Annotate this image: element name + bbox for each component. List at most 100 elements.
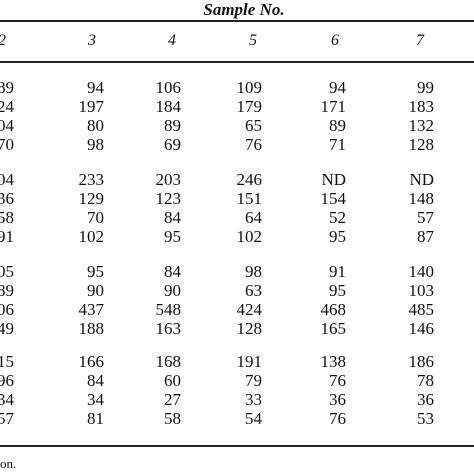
table-cell: 90 (87, 281, 104, 300)
column-header: 7 (416, 32, 424, 49)
table-cell: 166 (78, 352, 105, 371)
column-header: 4 (168, 32, 176, 49)
table-cell: 98 (87, 135, 104, 154)
table-cell: 128 (408, 135, 435, 154)
table-cell: 80 (87, 116, 104, 135)
table-cell: 89 (329, 116, 346, 135)
table-cell: 246 (236, 170, 263, 189)
table-cell: 188 (78, 319, 105, 338)
table-cell: 89 (0, 78, 14, 97)
table-cell: 15 (0, 352, 14, 371)
table-cell: 184 (155, 97, 182, 116)
table-cell: 106 (155, 78, 182, 97)
table-cell: 99 (417, 78, 434, 97)
table-cell: 140 (408, 262, 435, 281)
table-cell: 132 (408, 116, 435, 135)
table-cell: 191 (236, 352, 263, 371)
table-cell: 168 (155, 352, 182, 371)
table-cell: 129 (78, 189, 105, 208)
table-cell: 65 (245, 116, 262, 135)
table-cell: 33 (245, 390, 262, 409)
table-cell: 36 (329, 390, 346, 409)
table-cell: 165 (320, 319, 347, 338)
table-cell: ND (409, 170, 434, 189)
table-cell: 424 (236, 300, 263, 319)
column-header: 6 (331, 32, 339, 49)
table-title: Sample No. (203, 0, 285, 19)
column-header: 3 (88, 32, 96, 49)
table-cell: 95 (164, 227, 181, 246)
bottom-rule (0, 445, 474, 447)
table-cell: 58 (164, 409, 181, 428)
table-cell: 05 (0, 262, 14, 281)
table-cell: 91 (329, 262, 346, 281)
column-header: 5 (249, 32, 257, 49)
table-cell: 70 (87, 208, 104, 227)
table-cell: 102 (78, 227, 105, 246)
table-cell: 84 (87, 371, 104, 390)
table-cell: 49 (0, 319, 14, 338)
table-cell: 89 (164, 116, 181, 135)
table-cell: 163 (155, 319, 182, 338)
table-cell: 138 (320, 352, 347, 371)
table-cell: 64 (245, 208, 262, 227)
table-cell: 179 (236, 97, 263, 116)
table-cell: 171 (320, 97, 347, 116)
table-cell: 04 (0, 116, 14, 135)
table-cell: 154 (320, 189, 347, 208)
table-cell: 89 (0, 281, 14, 300)
table-cell: 95 (87, 262, 104, 281)
table-cell: 79 (245, 371, 262, 390)
table-cell: 128 (236, 319, 263, 338)
table-cell: 151 (236, 189, 263, 208)
header-rule (0, 61, 474, 63)
table-cell: 84 (164, 262, 181, 281)
table-cell: 95 (329, 227, 346, 246)
table-cell: 102 (236, 227, 263, 246)
table-cell: 54 (245, 409, 262, 428)
table-cell: 57 (417, 208, 434, 227)
top-rule (0, 20, 474, 22)
table-cell: 24 (0, 97, 14, 116)
table-cell: 186 (408, 352, 435, 371)
table-cell: 36 (417, 390, 434, 409)
table-cell: 103 (408, 281, 435, 300)
table-cell: 437 (78, 300, 105, 319)
table-cell: 27 (164, 390, 181, 409)
table-cell: 485 (408, 300, 435, 319)
table-cell: 34 (0, 390, 14, 409)
table-cell: 04 (0, 170, 14, 189)
table-cell: 76 (329, 371, 346, 390)
table-cell: 197 (78, 97, 105, 116)
column-header: 2 (0, 32, 6, 50)
table-cell: 233 (78, 170, 105, 189)
table-cell: 52 (329, 208, 346, 227)
table-cell: 76 (245, 135, 262, 154)
table-cell: 58 (0, 208, 14, 227)
table-cell: 183 (408, 97, 435, 116)
table-cell: 468 (320, 300, 347, 319)
table-cell: 98 (245, 262, 262, 281)
table-cell: 109 (236, 78, 263, 97)
table-cell: 69 (164, 135, 181, 154)
table-cell: 90 (164, 281, 181, 300)
table-cell: 06 (0, 300, 14, 319)
table-cell: 70 (0, 135, 14, 154)
table-cell: 87 (417, 227, 434, 246)
table-cell: 78 (417, 371, 434, 390)
table-cell: 36 (0, 189, 14, 208)
table-cell: 94 (87, 78, 104, 97)
table-cell: 34 (87, 390, 104, 409)
table-cell: 63 (245, 281, 262, 300)
table-cell: 71 (329, 135, 346, 154)
table-cell: 548 (155, 300, 182, 319)
table-cell: 57 (0, 409, 14, 428)
footnote: on. (0, 456, 17, 471)
table-cell: 53 (417, 409, 434, 428)
table-cell: 96 (0, 371, 14, 390)
table-cell: 84 (164, 208, 181, 227)
table-cell: 95 (329, 281, 346, 300)
table-cell: 81 (87, 409, 104, 428)
table-cell: 203 (155, 170, 182, 189)
